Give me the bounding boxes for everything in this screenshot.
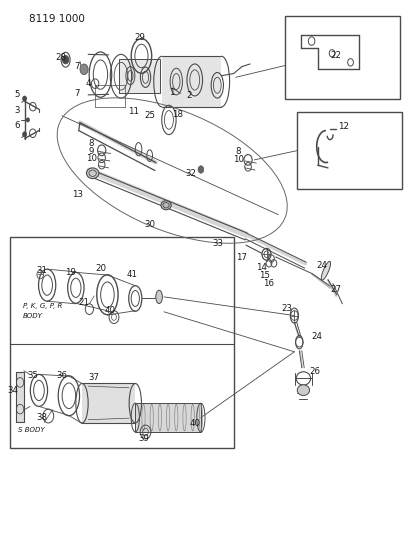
Text: 8: 8 (88, 140, 94, 148)
Text: 24: 24 (316, 261, 327, 270)
Text: 5: 5 (14, 91, 20, 99)
Text: 11: 11 (128, 108, 139, 116)
Text: 7: 7 (74, 62, 80, 70)
Bar (284, 16, 399, 99)
Text: 30: 30 (144, 221, 155, 229)
Text: 32: 32 (185, 169, 196, 178)
Text: 12: 12 (337, 123, 348, 131)
Text: P, K, G, P, R: P, K, G, P, R (22, 303, 62, 310)
Text: 16: 16 (263, 279, 274, 288)
Bar (135, 403, 200, 432)
Text: 28: 28 (55, 53, 66, 61)
Text: 4: 4 (85, 79, 91, 88)
Bar (82, 384, 135, 423)
Text: 15: 15 (258, 271, 269, 280)
Circle shape (62, 55, 69, 64)
Text: 33: 33 (212, 239, 223, 248)
Text: 26: 26 (309, 367, 319, 376)
Text: 18: 18 (171, 110, 182, 118)
Ellipse shape (297, 385, 309, 395)
Circle shape (22, 96, 27, 101)
Text: 39: 39 (139, 434, 149, 443)
Text: 3: 3 (14, 106, 20, 115)
Text: 22: 22 (329, 52, 340, 60)
Ellipse shape (86, 168, 99, 179)
Text: 6: 6 (14, 122, 20, 130)
Text: 40: 40 (189, 419, 200, 428)
Text: 7: 7 (74, 90, 80, 98)
Text: S BODY: S BODY (18, 427, 45, 433)
Text: 34: 34 (8, 386, 18, 395)
Text: 1: 1 (168, 88, 174, 97)
Text: 36: 36 (57, 371, 67, 380)
Circle shape (80, 64, 88, 75)
Text: 17: 17 (235, 253, 246, 262)
Text: 20: 20 (95, 264, 106, 272)
Circle shape (26, 118, 29, 122)
Text: 10: 10 (85, 155, 96, 163)
Bar (10, 237, 233, 448)
Text: 14: 14 (256, 263, 266, 272)
Text: 13: 13 (72, 190, 83, 198)
Ellipse shape (155, 290, 162, 304)
Bar (16, 372, 24, 422)
Circle shape (198, 166, 203, 173)
Ellipse shape (160, 200, 171, 209)
Text: 31: 31 (36, 266, 47, 274)
Bar (119, 59, 160, 93)
Text: 35: 35 (27, 371, 38, 380)
Text: BODY: BODY (22, 313, 42, 319)
Text: 29: 29 (135, 33, 145, 42)
Text: 27: 27 (330, 286, 341, 294)
Bar (297, 112, 401, 189)
Text: 37: 37 (88, 373, 99, 382)
Text: 19: 19 (65, 269, 76, 277)
Text: 40: 40 (104, 306, 115, 315)
Text: 2: 2 (186, 92, 192, 100)
Text: 8119 1000: 8119 1000 (29, 14, 84, 23)
Bar (162, 56, 221, 107)
Text: 8: 8 (235, 148, 241, 156)
Text: 38: 38 (37, 413, 47, 422)
Text: 21: 21 (79, 298, 89, 306)
Text: 25: 25 (144, 111, 155, 120)
Ellipse shape (321, 261, 330, 280)
Text: 10: 10 (233, 155, 243, 164)
Text: 24: 24 (311, 333, 322, 341)
Text: 41: 41 (126, 270, 137, 279)
Text: 23: 23 (281, 304, 292, 312)
Circle shape (22, 132, 27, 137)
Text: 9: 9 (88, 147, 94, 156)
